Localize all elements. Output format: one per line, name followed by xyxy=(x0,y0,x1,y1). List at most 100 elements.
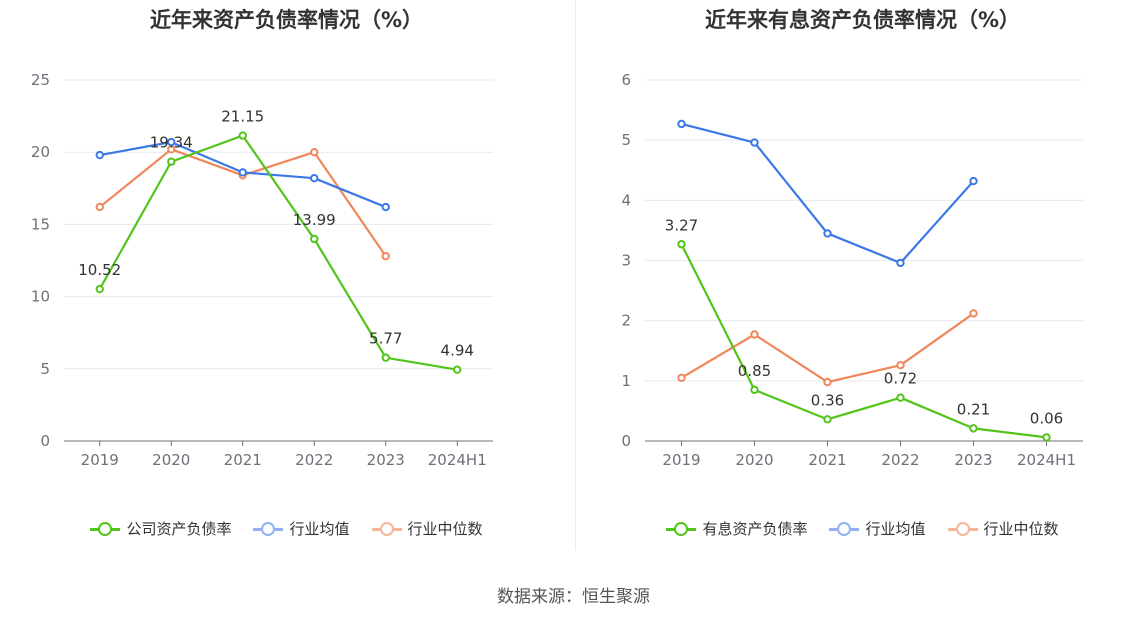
data-label: 0.21 xyxy=(957,400,990,418)
data-point xyxy=(453,365,462,374)
legend-label: 公司资产负债率 xyxy=(126,520,232,538)
y-tick-label: 6 xyxy=(621,71,631,89)
interest-bearing-chart-panel: 近年来有息资产负债率情况（%） 0 1 2 3 4 5 6 2019 2020 2021 2022 2… xyxy=(576,0,1147,560)
legend-item-industry-average[interactable]: 行业均值 xyxy=(253,518,350,539)
chart-legend: 公司资产负债率 行业均值 行业中位数 xyxy=(0,518,573,539)
series-line xyxy=(681,122,975,265)
x-tick-label: 2024H1 xyxy=(1017,451,1076,469)
data-point xyxy=(381,353,390,362)
legend-label: 有息资产负债率 xyxy=(702,520,808,538)
x-tick-label: 2019 xyxy=(81,451,119,469)
chart-title: 近年来资产负债率情况（%） xyxy=(149,8,424,32)
data-point xyxy=(969,309,978,318)
data-source-note: 数据来源：恒生聚源 xyxy=(497,587,650,607)
chart-title: 近年来有息资产负债率情况（%） xyxy=(704,8,1021,32)
data-point xyxy=(310,173,319,183)
data-label: 19.34 xyxy=(150,134,193,152)
x-tick-label: 2021 xyxy=(224,451,262,469)
data-point xyxy=(95,150,104,160)
data-point xyxy=(381,251,390,261)
data-point xyxy=(238,131,247,140)
data-point xyxy=(750,385,759,395)
series-line xyxy=(680,243,1047,439)
y-tick-label: 15 xyxy=(31,215,50,233)
data-point xyxy=(167,157,176,166)
legend-label: 行业均值 xyxy=(289,520,350,538)
x-tick-label: 2020 xyxy=(152,451,190,469)
data-point xyxy=(823,229,832,238)
data-point xyxy=(381,202,390,212)
chart-legend: 有息资产负债率 行业均值 行业中位数 xyxy=(576,518,1147,539)
data-point xyxy=(167,137,176,147)
data-label: 3.27 xyxy=(665,216,698,234)
data-label: 0.36 xyxy=(811,391,844,409)
data-label: 5.77 xyxy=(369,330,402,348)
series-line xyxy=(680,312,975,384)
y-tick-label: 0 xyxy=(40,432,50,450)
series-line xyxy=(99,148,387,257)
legend-label: 行业中位数 xyxy=(983,520,1059,538)
legend-label: 行业中位数 xyxy=(407,520,483,538)
legend-line-marker-icon xyxy=(829,521,860,536)
x-tick-label: 2022 xyxy=(881,451,919,469)
y-tick-label: 5 xyxy=(621,131,631,149)
data-point xyxy=(969,424,978,433)
data-label: 21.15 xyxy=(221,108,264,126)
legend-item-interest-bearing-ratio[interactable]: 有息资产负债率 xyxy=(666,518,807,539)
y-tick-label: 0 xyxy=(621,432,631,450)
legend-line-marker-icon xyxy=(371,521,402,536)
legend-item-company-ratio[interactable]: 公司资产负债率 xyxy=(90,518,231,539)
y-tick-label: 2 xyxy=(621,312,631,330)
data-point xyxy=(238,168,247,177)
x-tick-label: 2020 xyxy=(735,451,773,469)
data-point xyxy=(95,202,104,212)
data-label: 10.52 xyxy=(78,261,121,279)
data-label: 13.99 xyxy=(293,211,336,229)
legend-line-marker-icon xyxy=(666,521,697,536)
x-tick-label: 2022 xyxy=(295,451,333,469)
legend-item-industry-median[interactable]: 行业中位数 xyxy=(947,518,1059,539)
x-tick-label: 2019 xyxy=(662,451,700,469)
data-point xyxy=(95,284,104,294)
data-point xyxy=(823,377,832,387)
legend-line-marker-icon xyxy=(253,521,284,536)
data-point xyxy=(750,138,759,147)
y-tick-label: 1 xyxy=(621,372,631,390)
x-tick-label: 2023 xyxy=(367,451,405,469)
legend-item-industry-median[interactable]: 行业中位数 xyxy=(371,518,483,539)
x-tick-label: 2024H1 xyxy=(428,451,487,469)
legend-item-industry-average[interactable]: 行业均值 xyxy=(829,518,926,539)
y-tick-label: 4 xyxy=(621,191,631,209)
data-point xyxy=(677,119,686,129)
x-tick-label: 2021 xyxy=(808,451,846,469)
y-tick-label: 3 xyxy=(621,252,631,270)
data-point xyxy=(677,373,686,383)
legend-line-marker-icon xyxy=(90,521,121,536)
series-line xyxy=(98,134,458,371)
interest-bearing-line-chart: 0 1 2 3 4 5 6 2019 2020 2021 2022 2023 2024H1 3.27 0.8… xyxy=(621,71,1083,469)
legend-line-marker-icon xyxy=(947,521,978,536)
data-point xyxy=(969,176,978,186)
data-label: 0.85 xyxy=(738,362,771,380)
data-point xyxy=(310,234,319,244)
asset-liability-chart-panel: 近年来资产负债率情况（%） 0 5 10 15 20 25 2019 2020 2021 2022… xyxy=(0,0,573,560)
data-point xyxy=(896,258,905,268)
data-point xyxy=(896,360,905,370)
panel-divider xyxy=(575,0,576,550)
data-point xyxy=(310,148,319,157)
data-label: 0.06 xyxy=(1030,409,1063,427)
data-label: 4.94 xyxy=(441,342,474,360)
asset-liability-line-chart: 0 5 10 15 20 25 2019 2020 2021 2022 2023 2024H1 10.5… xyxy=(31,71,493,469)
y-tick-label: 25 xyxy=(31,71,50,89)
data-point xyxy=(823,415,832,424)
data-point xyxy=(1042,433,1051,442)
y-tick-label: 10 xyxy=(31,288,50,306)
legend-label: 行业均值 xyxy=(865,520,926,538)
y-tick-label: 20 xyxy=(31,143,50,161)
data-point xyxy=(750,330,759,339)
data-point xyxy=(896,393,905,402)
data-label: 0.72 xyxy=(884,370,917,388)
x-tick-label: 2023 xyxy=(954,451,992,469)
y-tick-label: 5 xyxy=(40,360,50,378)
data-point xyxy=(677,240,686,249)
